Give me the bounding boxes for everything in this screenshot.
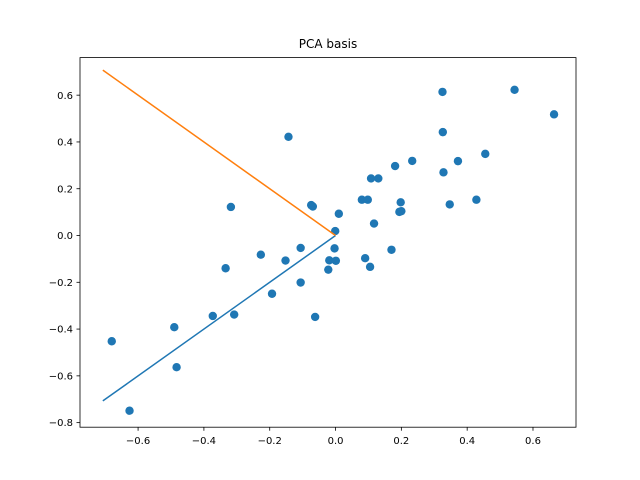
y-tick-label: 0.6: [57, 91, 73, 102]
x-tick-label: −0.6: [126, 436, 150, 447]
y-tick-label: −0.4: [49, 325, 73, 336]
scatter-point: [481, 149, 490, 159]
x-tick-label: −0.2: [258, 436, 282, 447]
y-tick-label: −0.6: [49, 371, 73, 382]
scatter-point: [296, 243, 305, 253]
x-tick-label: −0.4: [192, 436, 216, 447]
scatter-point: [453, 156, 463, 166]
scatter-point: [330, 244, 339, 253]
scatter-point: [267, 289, 277, 298]
scatter-point: [390, 161, 400, 171]
y-tick-label: 0.2: [57, 184, 73, 195]
scatter-point: [445, 200, 454, 209]
axis-ticks: −0.6 −0.4 −0.2 0.0 0.2 0.4 0.6 −0.8 −0.6 −0.4 −0.2…: [49, 91, 541, 447]
chart-title: PCA basis: [299, 37, 357, 51]
scatter-point: [397, 206, 406, 216]
scatter-point: [357, 195, 367, 204]
scatter-point: [308, 202, 318, 211]
scatter-point: [256, 250, 266, 259]
y-tick-label: −0.8: [49, 418, 73, 429]
scatter-point: [472, 195, 481, 204]
x-tick-label: 0.2: [393, 436, 409, 447]
y-tick-label: 0.0: [57, 231, 73, 242]
y-tick-label: 0.4: [57, 138, 73, 149]
scatter-point: [296, 278, 305, 287]
scatter-point: [369, 219, 379, 228]
scatter-point: [170, 323, 179, 332]
scatter-point: [439, 168, 448, 177]
scatter-point: [325, 256, 334, 265]
scatter-point: [510, 85, 519, 94]
scatter-point: [438, 127, 448, 137]
x-tick-label: 0.6: [525, 436, 541, 447]
x-tick-label: 0.0: [328, 436, 344, 447]
scatter-point: [324, 265, 333, 274]
scatter-point: [334, 209, 344, 218]
scatter-point: [396, 198, 405, 207]
scatter-point: [229, 310, 239, 319]
scatter-point: [365, 262, 375, 272]
principal-component-1-line: [102, 234, 336, 402]
scatter-point: [125, 406, 134, 415]
scatter-point: [331, 256, 341, 265]
scatter-point: [310, 312, 320, 322]
x-tick-label: 0.4: [459, 436, 475, 447]
scatter-point: [387, 245, 396, 254]
scatter-point: [284, 132, 293, 142]
y-tick-label: −0.2: [49, 278, 73, 289]
scatter-point: [366, 174, 376, 183]
scatter-point: [221, 264, 230, 273]
scatter-point: [107, 337, 116, 346]
scatter-point: [374, 174, 383, 183]
principal-component-2-line: [102, 69, 336, 237]
scatter-point: [281, 256, 290, 265]
scatter-point: [363, 195, 372, 204]
scatter-point: [208, 311, 217, 321]
scatter-point: [438, 87, 447, 97]
axes-frame: [79, 57, 577, 428]
scatter-point: [360, 254, 370, 263]
scatter-point: [408, 156, 417, 166]
scatter-point: [172, 363, 181, 372]
scatter-point: [226, 202, 236, 212]
plot-area: [102, 69, 559, 415]
scatter-point: [549, 110, 559, 119]
